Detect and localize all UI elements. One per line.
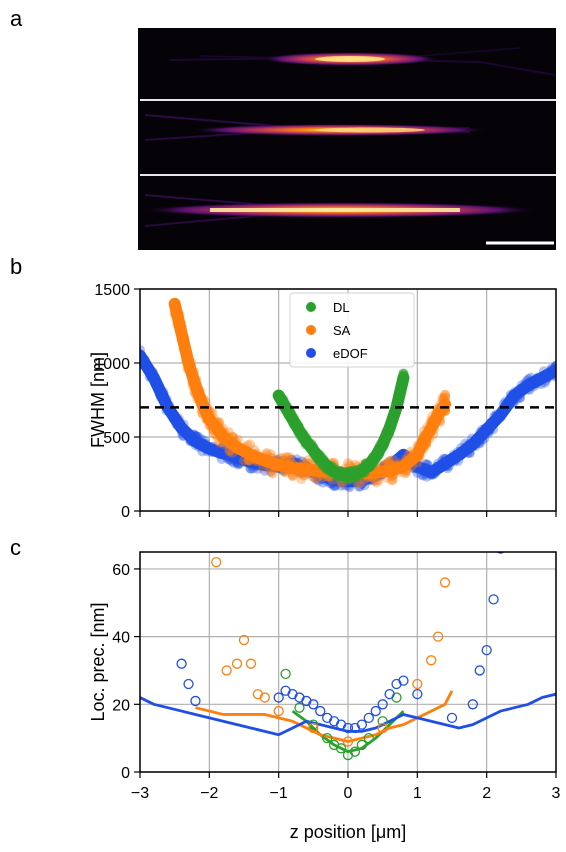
c-ytick-label: 0 [121, 765, 130, 782]
c-point-eDOF-points [398, 675, 409, 686]
c-xtick-label: 2 [482, 785, 491, 802]
c-line-eDOF-line [140, 692, 556, 737]
c-point-SA-points [245, 658, 257, 669]
legend-marker-edof [306, 348, 316, 358]
c-point-eDOF-points [488, 594, 499, 605]
c-xtick-label: 3 [552, 785, 561, 802]
b-series-band-DL [272, 371, 410, 482]
c-ytick-label: 20 [112, 697, 130, 714]
c-point-SA-points [439, 577, 451, 588]
legend-b: DL SA eDOF [289, 292, 415, 368]
legend-label-edof: eDOF [333, 346, 368, 361]
c-point-DL-points [294, 702, 305, 713]
b-point-SA [440, 389, 451, 400]
c-point-SA-points [308, 722, 319, 734]
c-point-eDOF-points [384, 689, 395, 700]
c-xtick-label: 1 [413, 785, 422, 802]
c-point-SA-points [432, 631, 444, 642]
c-ytick-label: 40 [112, 630, 130, 647]
c-point-SA-points [342, 736, 354, 747]
c-point-eDOF-points [315, 705, 326, 717]
c-point-eDOF-points [377, 699, 388, 710]
c-xtick-label: 0 [344, 785, 353, 802]
c-point-eDOF-points [308, 699, 319, 710]
c-point-eDOF-points [370, 705, 381, 717]
c-point-eDOF-points [273, 692, 284, 703]
ylabel-b: FWHM [nm] [88, 352, 108, 448]
panel-letter-a: a [10, 6, 23, 31]
c-point-DL-points [349, 746, 361, 757]
legend-marker-dl [306, 302, 316, 312]
ylabel-c: Loc. prec. [nm] [88, 602, 108, 721]
c-line-SA-line [195, 690, 454, 743]
b-point-SA [384, 456, 395, 467]
b-ytick-label: 1500 [94, 282, 130, 299]
c-point-eDOF-points [356, 719, 368, 730]
b-point-SA [388, 455, 399, 466]
c-point-SA-points [377, 722, 388, 734]
b-point-SA [284, 452, 295, 463]
c-xtick-label: −1 [270, 785, 288, 802]
psf-row-sa [144, 114, 490, 141]
loc-precision-chart: −3 −2 −1 0 1 2 3 0 20 40 60 Loc. prec. [nm] z posi… [88, 551, 561, 842]
c-point-SA-points [231, 658, 243, 669]
axes-frame-b [139, 288, 557, 512]
c-point-eDOF-points [190, 695, 201, 707]
c-point-SA-points [273, 705, 284, 717]
c-point-SA-points [221, 665, 232, 676]
c-point-eDOF-points [342, 722, 354, 734]
c-xtick-label: −3 [131, 785, 149, 802]
c-point-eDOF-points [496, 552, 505, 554]
psf-image-panel [138, 28, 556, 250]
psf-row-dl [169, 47, 556, 76]
b-point-SA [281, 451, 292, 462]
b-point-SA [387, 475, 398, 486]
b-ytick-label: 1000 [94, 356, 130, 373]
c-point-eDOF-points [412, 689, 423, 700]
legend-label-dl: DL [333, 300, 350, 315]
b-ytick-label: 500 [103, 430, 130, 447]
c-point-eDOF-points [183, 678, 194, 690]
c-point-eDOF-points [481, 645, 492, 656]
b-point-SA [303, 455, 314, 466]
c-point-DL-points [363, 733, 374, 744]
legend-marker-sa [306, 325, 316, 335]
axes-frame-c [139, 551, 557, 773]
b-point-SA [353, 478, 364, 489]
panel-letter-c: c [10, 535, 21, 560]
b-point-SA [355, 478, 366, 489]
c-point-eDOF-points [363, 712, 374, 723]
c-point-DL-points [335, 743, 347, 754]
c-point-eDOF-points [467, 699, 478, 710]
c-point-DL-points [377, 716, 388, 727]
b-point-SA [386, 475, 397, 486]
c-point-DL-points [308, 719, 319, 730]
c-point-SA-points [426, 655, 437, 666]
b-point-SA [371, 477, 382, 488]
c-point-DL-points [280, 668, 291, 679]
b-point-SA [267, 468, 278, 479]
panel-letter-b: b [10, 254, 22, 279]
c-xtick-label: −2 [200, 785, 218, 802]
c-point-SA-points [238, 634, 250, 646]
c-point-eDOF-points [474, 665, 485, 676]
fwhm-scatter-chart: 0 500 1000 1500 FWHM [nm] DL SA eDOF [88, 282, 557, 521]
c-ytick-label: 60 [112, 562, 130, 579]
b-point-SA [343, 458, 353, 469]
c-point-SA-points [259, 692, 270, 703]
c-point-SA-points [412, 678, 423, 690]
c-point-DL-points [356, 739, 368, 751]
c-point-DL-points [322, 733, 333, 744]
c-point-SA-points [211, 557, 222, 568]
b-ytick-label: 0 [121, 504, 130, 521]
b-point-SA [296, 474, 307, 485]
c-point-eDOF-points [446, 712, 458, 723]
xlabel-c: z position [μm] [290, 822, 406, 842]
c-point-eDOF-points [176, 658, 187, 669]
psf-row-edof [140, 194, 540, 227]
legend-label-sa: SA [333, 323, 351, 338]
b-point-SA [440, 389, 451, 400]
